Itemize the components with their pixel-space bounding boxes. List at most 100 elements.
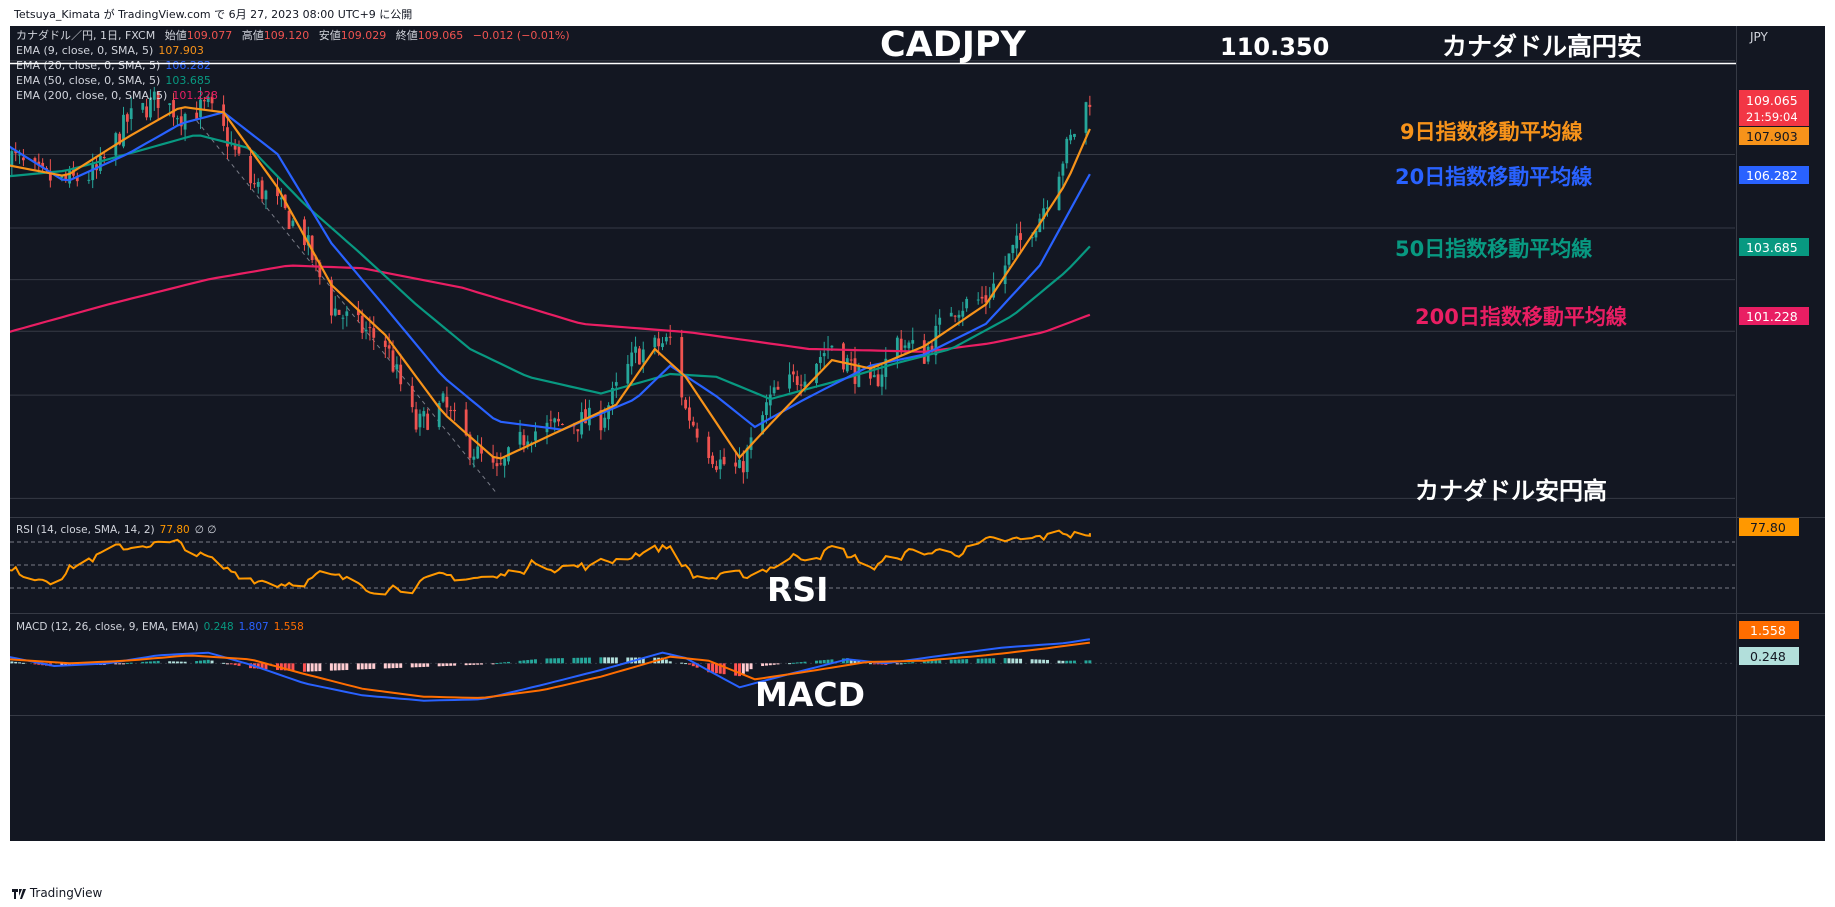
macd-hist-bar	[418, 663, 422, 668]
chart-canvas[interactable]: カナダドル／円, 1日, FXCM 始値109.077 高値109.120 安値…	[6, 25, 1825, 841]
candle-body	[333, 308, 337, 316]
macd-hist-bar	[988, 658, 992, 664]
macd-hist-bar	[1057, 660, 1061, 664]
candle-body	[691, 421, 695, 426]
candle-body	[553, 418, 557, 423]
tradingview-logo[interactable]: TradingView	[12, 886, 102, 900]
macd-hist-bar	[1030, 659, 1034, 664]
candle-body	[853, 358, 857, 384]
candle-body	[1073, 133, 1076, 137]
candle-body	[688, 407, 691, 421]
cad-high-label: カナダドル高円安	[1442, 32, 1642, 61]
macd-hist-bar	[934, 660, 938, 664]
ema50-line	[7, 134, 1091, 401]
macd-hist-bar	[329, 663, 333, 671]
macd-hist-bar	[414, 663, 418, 668]
candle-body	[122, 114, 125, 147]
candle-body	[534, 431, 537, 441]
macd-hist-bar	[206, 659, 210, 664]
candle-body	[792, 371, 795, 375]
macd-hist-bar	[368, 663, 372, 670]
candle-body	[233, 145, 237, 150]
candle-body	[33, 158, 37, 163]
macd-hist-bar	[1007, 658, 1011, 664]
macd-hist-bar	[637, 657, 641, 664]
macd-hist-bar	[876, 663, 880, 665]
macd-hist-bar	[707, 663, 711, 673]
candle-body	[980, 296, 984, 299]
rsi-annotation: RSI	[767, 570, 828, 609]
macd-hist-bar	[1072, 660, 1076, 664]
chart-panel[interactable]: カナダドル／円, 1日, FXCM 始値109.077 高値109.120 安値…	[6, 25, 1825, 841]
candle-body	[464, 409, 468, 436]
main-legend: カナダドル／円, 1日, FXCM 始値109.077 高値109.120 安値…	[16, 28, 570, 102]
macd-hist-bar	[560, 658, 564, 664]
candle-body	[206, 97, 210, 103]
candle-body	[453, 409, 456, 412]
macd-hist-bar	[495, 663, 499, 665]
candle-body	[68, 170, 71, 184]
candle-body	[653, 337, 657, 348]
macd-hist-bar	[345, 663, 349, 670]
candle-body	[661, 343, 664, 348]
candle-body	[1065, 138, 1069, 164]
candle-body	[37, 161, 41, 166]
macd-hist-bar	[584, 657, 587, 664]
candle-body	[976, 299, 980, 301]
macd-hist-bar	[1019, 658, 1023, 664]
candle-body	[156, 91, 160, 108]
macd-hist-bar	[799, 662, 803, 664]
candle-body	[934, 325, 938, 356]
candle-body	[253, 183, 256, 185]
candle-body	[168, 103, 172, 106]
macd-hist-bar	[530, 659, 534, 664]
candle-body	[260, 180, 264, 199]
candle-body	[949, 312, 953, 317]
macd-hist-bar	[691, 663, 695, 667]
macd-legend: MACD (12, 26, close, 9, EMA, EMA) 0.248 1.…	[16, 621, 304, 633]
candle-body	[118, 133, 122, 145]
candle-body	[611, 387, 614, 405]
candle-body	[718, 459, 722, 470]
pair-title: CADJPY	[880, 26, 1027, 65]
macd-hist-bar	[14, 661, 18, 664]
candle-body	[953, 315, 957, 317]
candle-body	[911, 340, 915, 344]
hist-badge-text: 0.248	[1750, 649, 1786, 664]
macd-hist-bar	[503, 662, 507, 664]
candle-body	[1042, 208, 1046, 220]
candle-body	[91, 164, 95, 181]
macd-hist-bar	[580, 657, 584, 664]
candle-body	[707, 436, 711, 459]
macd-hist-bar	[533, 659, 537, 664]
ema9-line	[7, 106, 1091, 460]
candle-body	[842, 343, 845, 370]
macd-hist-bar	[830, 659, 834, 664]
countdown-text: 21:59:04	[1746, 110, 1798, 124]
candle-body	[799, 384, 803, 386]
candle-body	[87, 179, 91, 181]
macd-hist-bar	[472, 663, 476, 665]
ema9-badge	[1739, 127, 1809, 145]
macd-hist-bar	[318, 663, 322, 672]
macd-hist-bar	[741, 663, 745, 674]
macd-hist-bar	[437, 663, 441, 667]
candle-body	[695, 428, 699, 438]
macd-hist-bar	[183, 661, 187, 664]
ema9-badge-text: 107.903	[1746, 129, 1798, 144]
candle-body	[961, 310, 965, 317]
macd-hist-bar	[822, 660, 826, 664]
ema200-badge	[1739, 307, 1809, 325]
macd-hist-bar	[815, 660, 818, 664]
macd-hist-bar	[826, 659, 830, 664]
candle-body	[738, 459, 741, 468]
macd-hist-bar	[922, 660, 926, 664]
ema50-badge	[1739, 238, 1809, 256]
candle-body	[1007, 253, 1011, 265]
candle-body	[857, 365, 861, 387]
macd-hist-bar	[626, 657, 630, 664]
candle-body	[18, 154, 21, 156]
candle-body	[557, 418, 560, 422]
rsi-badge-text: 77.80	[1750, 520, 1786, 535]
legend-ema50: EMA (50, close, 0, SMA, 5) 103.685	[16, 74, 211, 87]
